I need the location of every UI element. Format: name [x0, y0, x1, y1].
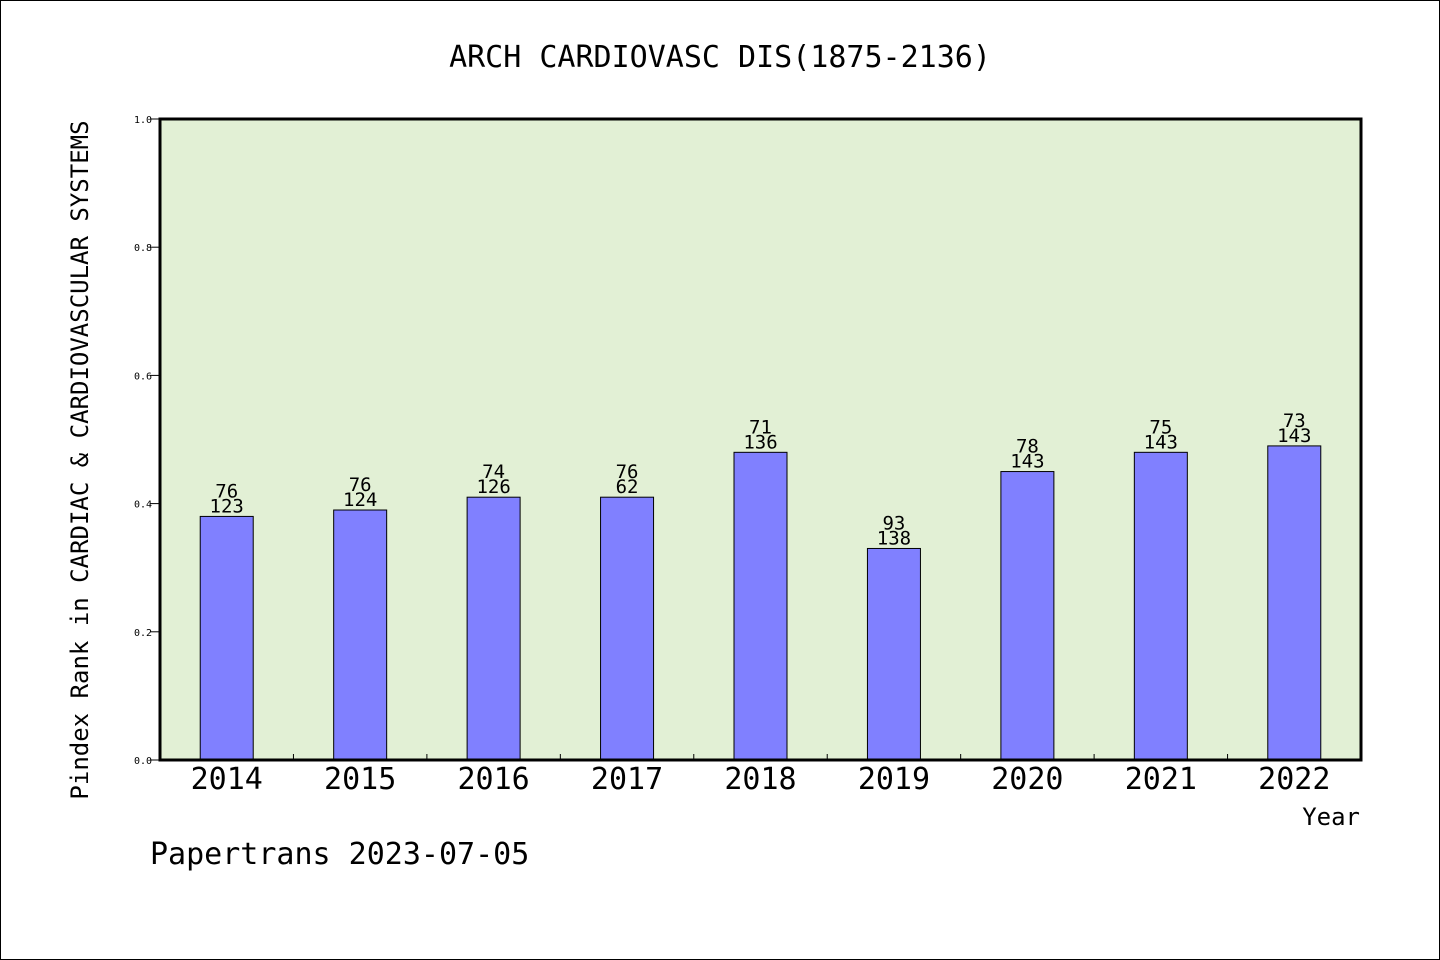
bar: [199, 515, 254, 761]
plot-border: [158, 117, 1363, 762]
y-axis-label: Pindex Rank in CARDIAC & CARDIOVASCULAR …: [66, 120, 94, 799]
footer-credit: Papertrans 2023-07-05: [150, 837, 529, 872]
bar-label-top: 76: [215, 480, 238, 502]
x-axis: 2014 2015 2016 2017 2018 2019 2020 2021 2022: [191, 754, 1330, 797]
y-axis: 0.0 0.2 0.4 0.6 0.8 1.0: [134, 115, 160, 767]
bar-label-bottom: 138: [877, 527, 911, 549]
y-tick-label: 0.8: [134, 243, 152, 254]
bar-label-bottom: 62: [616, 476, 639, 498]
bar-label-top: 74: [482, 461, 505, 483]
bar-label-bottom: 136: [743, 431, 777, 453]
x-tick-label: 2015: [324, 762, 396, 797]
y-tick-label: 0.0: [134, 756, 152, 767]
x-tick-label: 2018: [724, 762, 796, 797]
x-axis-label: Year: [1302, 803, 1360, 831]
y-tick-label: 0.4: [134, 500, 152, 511]
bar-label-bottom: 143: [1144, 431, 1178, 453]
bar-label-bottom: 143: [1010, 451, 1044, 473]
bar-label-top: 93: [882, 512, 905, 534]
bar: [1267, 445, 1322, 761]
bar-label-bottom: 143: [1277, 425, 1311, 447]
x-tick-label: 2021: [1125, 762, 1197, 797]
bar: [600, 496, 655, 761]
bar-label-top: 71: [749, 416, 772, 438]
bar: [1000, 471, 1055, 761]
bar-label-top: 76: [349, 474, 372, 496]
y-tick-label: 0.6: [134, 371, 152, 382]
x-tick-label: 2019: [858, 762, 930, 797]
bar-label-bottom: 124: [343, 489, 377, 511]
bar: [733, 451, 788, 761]
bar: [466, 496, 521, 761]
bar-label-top: 76: [616, 461, 639, 483]
bar-label-bottom: 123: [210, 495, 244, 517]
bar-label-top: 73: [1283, 410, 1306, 432]
bar-label-bottom: 126: [476, 476, 510, 498]
x-tick-label: 2016: [457, 762, 529, 797]
bar: [333, 509, 388, 761]
bar: [866, 547, 921, 761]
x-tick-label: 2022: [1258, 762, 1330, 797]
chart-title: ARCH CARDIOVASC DIS(1875-2136): [449, 40, 991, 75]
y-tick-label: 0.2: [134, 628, 152, 639]
bar: [1133, 451, 1188, 761]
y-tick-label: 1.0: [134, 115, 152, 126]
x-tick-label: 2014: [191, 762, 263, 797]
bars: 7612376124741267662711369313878143751437…: [199, 410, 1322, 761]
bar-label-top: 78: [1016, 436, 1039, 458]
bar-label-top: 75: [1149, 416, 1172, 438]
x-tick-label: 2017: [591, 762, 663, 797]
x-tick-label: 2020: [991, 762, 1063, 797]
